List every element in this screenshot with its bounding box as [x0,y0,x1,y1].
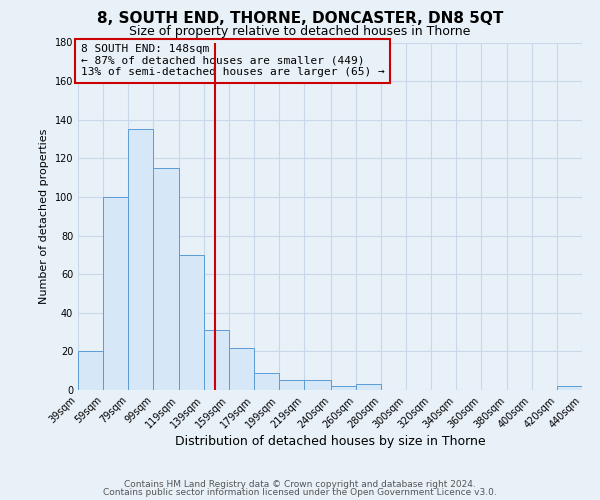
Bar [557,386,582,390]
Bar [78,352,103,390]
Bar [229,348,254,390]
Y-axis label: Number of detached properties: Number of detached properties [39,128,49,304]
Text: Contains HM Land Registry data © Crown copyright and database right 2024.: Contains HM Land Registry data © Crown c… [124,480,476,489]
Bar [304,380,331,390]
Text: Contains public sector information licensed under the Open Government Licence v3: Contains public sector information licen… [103,488,497,497]
Bar [103,197,128,390]
Bar [179,255,203,390]
Bar [356,384,381,390]
Bar [203,330,229,390]
Text: 8, SOUTH END, THORNE, DONCASTER, DN8 5QT: 8, SOUTH END, THORNE, DONCASTER, DN8 5QT [97,11,503,26]
Text: Size of property relative to detached houses in Thorne: Size of property relative to detached ho… [130,24,470,38]
Bar [154,168,179,390]
X-axis label: Distribution of detached houses by size in Thorne: Distribution of detached houses by size … [175,435,485,448]
Bar [254,372,279,390]
Bar [279,380,304,390]
Bar [128,130,154,390]
Bar [331,386,356,390]
Text: 8 SOUTH END: 148sqm
← 87% of detached houses are smaller (449)
13% of semi-detac: 8 SOUTH END: 148sqm ← 87% of detached ho… [80,44,384,78]
